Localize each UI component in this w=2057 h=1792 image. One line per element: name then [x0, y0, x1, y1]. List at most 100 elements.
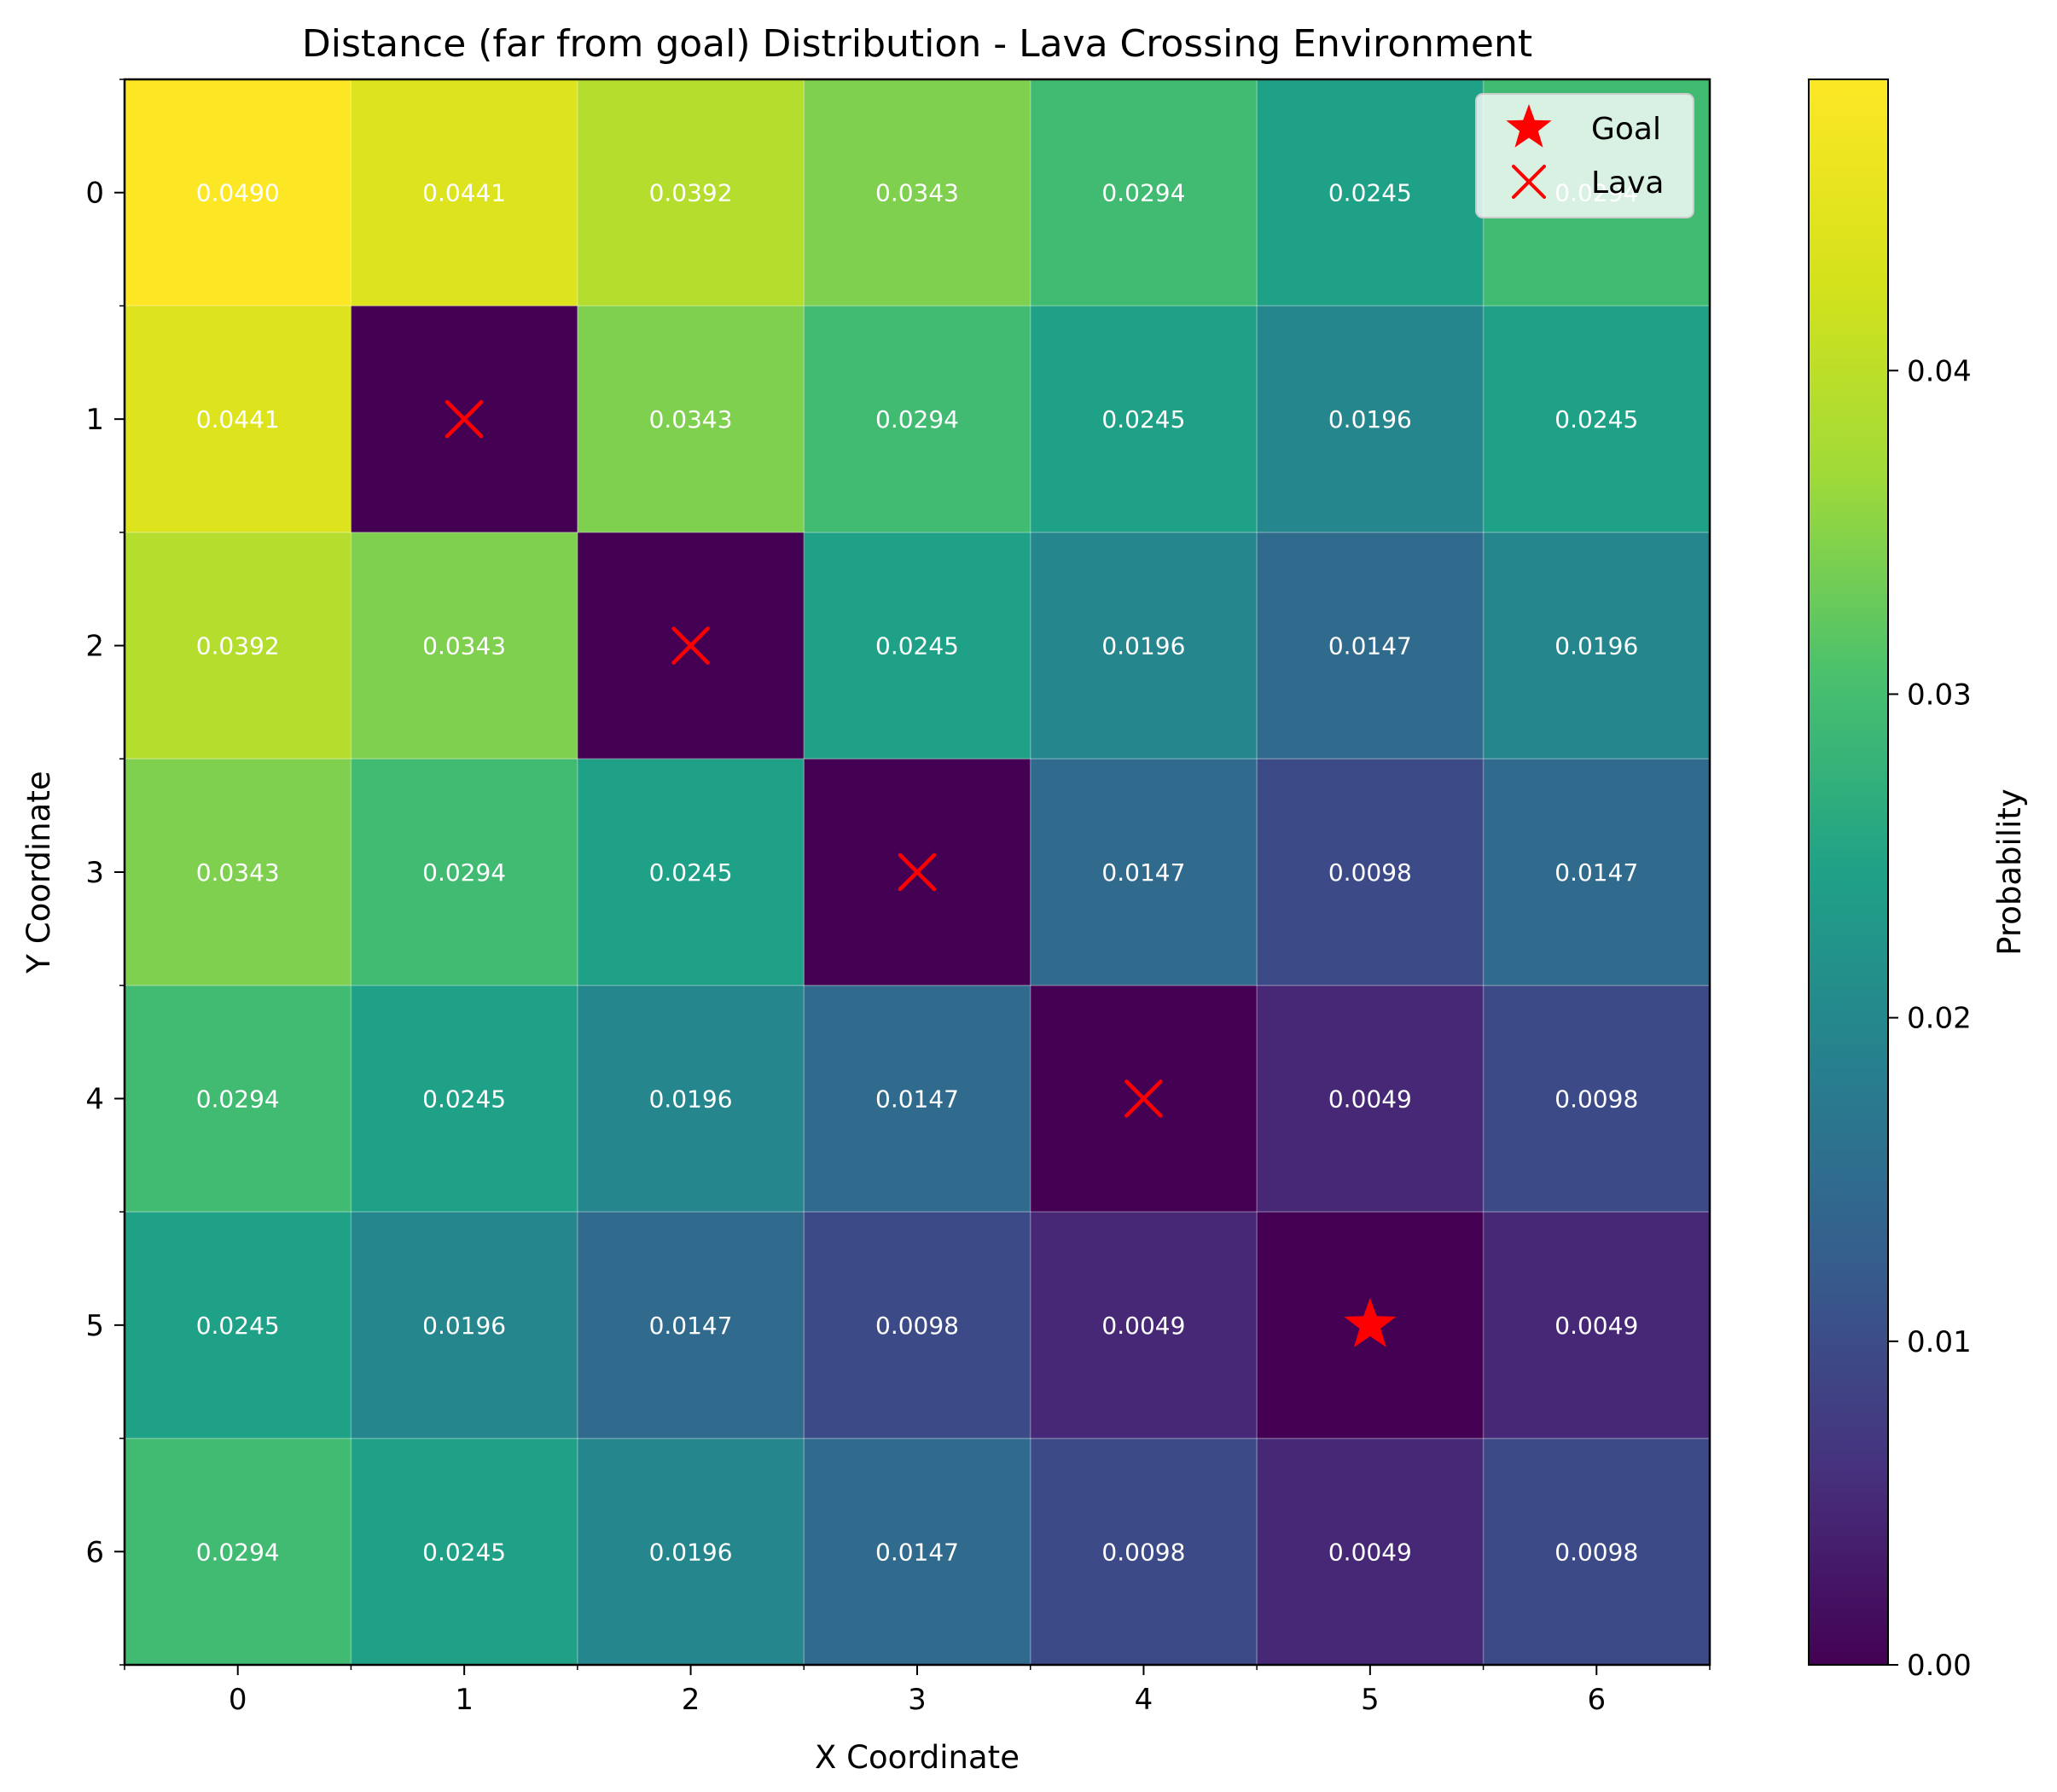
cell-value-label: 0.0245: [1101, 405, 1185, 433]
colorbar-ticks: 0.00 0.01 0.02 0.03 0.04: [1888, 354, 1972, 1683]
heatmap-cell: [1483, 305, 1711, 533]
y-tick-label: 1: [85, 403, 104, 437]
y-axis-label: Y Coordinate: [20, 771, 57, 974]
cell-value-label: 0.0245: [422, 1085, 506, 1113]
cell-value-label: 0.0441: [196, 405, 280, 433]
heatmap-cell: [1483, 1212, 1711, 1440]
lava-x-icon: [898, 852, 937, 892]
cell-value-label: 0.0098: [1101, 1538, 1185, 1566]
y-tick-label: 0: [85, 177, 104, 211]
cell-value-label: 0.0147: [1328, 632, 1412, 660]
x-axis-ticks: 0 1 2 3 4 5 6: [124, 1665, 1711, 1717]
cell-value-label: 0.0343: [422, 632, 506, 660]
y-tick-label: 6: [85, 1535, 104, 1569]
heatmap-cell: [125, 1212, 352, 1440]
cell-value-label: 0.0245: [1554, 405, 1638, 433]
colorbar-label: Probability: [1991, 788, 2028, 956]
heatmap-cell: [125, 79, 352, 306]
colorbar-tick-label: 0.01: [1907, 1325, 1972, 1359]
heatmap-cell: [1257, 532, 1485, 759]
heatmap-cell: [351, 985, 578, 1213]
colorbar-tick-label: 0.02: [1907, 1002, 1972, 1036]
heatmap-cell: [1257, 305, 1485, 533]
cell-value-label: 0.0049: [1328, 1085, 1412, 1113]
lava-x-icon: [1124, 1079, 1163, 1118]
x-tick-label: 3: [908, 1683, 927, 1717]
heatmap-cell: [804, 985, 1031, 1213]
heatmap-cell: [577, 759, 805, 986]
cell-value-label: 0.0343: [649, 405, 733, 433]
cell-value-label: 0.0245: [196, 1312, 280, 1340]
x-tick-label: 0: [229, 1683, 247, 1717]
goal-star-icon: [1344, 1297, 1397, 1347]
cell-value-label: 0.0196: [649, 1085, 733, 1113]
cell-value-label: 0.0196: [1101, 632, 1185, 660]
cell-value-label: 0.0294: [875, 405, 959, 433]
cell-value-label: 0.0147: [875, 1085, 959, 1113]
cell-value-label: 0.0098: [875, 1312, 959, 1340]
heatmap-cell: [351, 1438, 578, 1666]
legend: Goal Lava: [1475, 93, 1694, 218]
cell-value-label: 0.0392: [649, 179, 733, 207]
lava-x-icon: [445, 399, 484, 439]
cell-value-label: 0.0343: [196, 858, 280, 887]
cell-value-label: 0.0490: [196, 179, 280, 207]
y-tick-label: 2: [85, 630, 104, 664]
heatmap-cell: [577, 305, 805, 533]
cell-value-label: 0.0147: [649, 1312, 733, 1340]
cell-value-label: 0.0343: [875, 179, 959, 207]
cell-value-label: 0.0294: [1101, 179, 1185, 207]
heatmap-cell: [1257, 759, 1485, 986]
cell-value-label: 0.0196: [649, 1538, 733, 1566]
heatmap-cell: [1257, 1438, 1485, 1666]
heatmap-cell: [1030, 1212, 1258, 1440]
cell-value-label: 0.0441: [422, 179, 506, 207]
heatmap-cells: [125, 79, 1711, 1666]
colorbar: [1808, 79, 1889, 1666]
heatmap-cell: [804, 532, 1031, 759]
heatmap-cell: [125, 305, 352, 533]
heatmap-cell: [1483, 532, 1711, 759]
x-tick-label: 6: [1587, 1683, 1606, 1717]
legend-goal-star-icon: [1506, 104, 1552, 148]
cell-value-label: 0.0294: [196, 1538, 280, 1566]
heatmap-cell: [804, 79, 1031, 306]
x-tick-label: 4: [1135, 1683, 1153, 1717]
marker-layer: [445, 399, 1397, 1347]
heatmap-cell: [351, 532, 578, 759]
heatmap-cell: [351, 759, 578, 986]
cell-value-label: 0.0245: [649, 858, 733, 887]
x-axis-label: X Coordinate: [815, 1739, 1020, 1776]
y-tick-label: 5: [85, 1309, 104, 1343]
cell-value-label: 0.0196: [1554, 632, 1638, 660]
heatmap-cell: [1030, 759, 1258, 986]
y-tick-label: 4: [85, 1082, 104, 1116]
legend-lava-x-icon: [1512, 165, 1546, 199]
heatmap-cell: [1257, 79, 1485, 306]
cell-value-label: 0.0392: [196, 632, 280, 660]
cell-value-label: 0.0294: [196, 1085, 280, 1113]
colorbar-tick-label: 0.04: [1907, 354, 1972, 388]
legend-lava-label: Lava: [1591, 166, 1664, 201]
heatmap-cell: [125, 985, 352, 1213]
x-tick-label: 1: [455, 1683, 474, 1717]
cell-value-label: 0.0245: [1328, 179, 1412, 207]
heatmap-cell: [125, 1438, 352, 1666]
heatmap-cell: [1483, 759, 1711, 986]
y-axis-ticks: 0 1 2 3 4 5 6: [85, 79, 125, 1666]
cell-value-label: 0.0098: [1554, 1538, 1638, 1566]
cell-value-label: 0.0196: [1328, 405, 1412, 433]
colorbar-tick-label: 0.03: [1907, 678, 1972, 712]
heatmap-cell: [577, 1438, 805, 1666]
heatmap-cell: [351, 1212, 578, 1440]
heatmap-cell: [125, 532, 352, 759]
heatmap-cell: [804, 305, 1031, 533]
cell-value-label: 0.0147: [875, 1538, 959, 1566]
chart-title: Distance (far from goal) Distribution - …: [302, 22, 1532, 66]
heatmap-cell: [1030, 305, 1258, 533]
heatmap-cell: [1030, 1438, 1258, 1666]
cell-value-label: 0.0098: [1328, 858, 1412, 887]
cell-value-label: 0.0147: [1101, 858, 1185, 887]
x-tick-label: 5: [1361, 1683, 1380, 1717]
